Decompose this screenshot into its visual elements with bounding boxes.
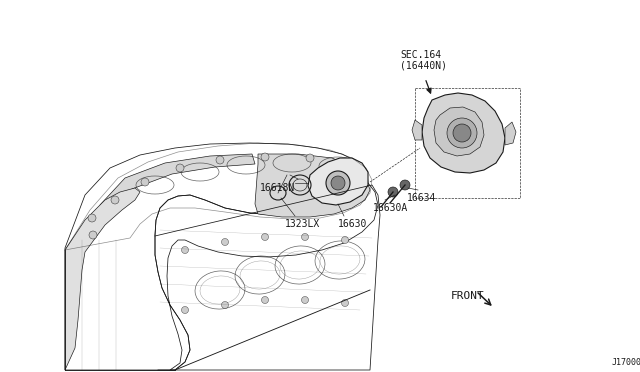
Circle shape [262, 296, 269, 304]
Circle shape [176, 164, 184, 172]
Circle shape [111, 196, 119, 204]
Text: 16634: 16634 [407, 193, 436, 203]
Text: 16630: 16630 [338, 219, 367, 229]
Polygon shape [412, 120, 422, 140]
Circle shape [344, 161, 352, 169]
Circle shape [447, 118, 477, 148]
Circle shape [342, 299, 349, 307]
Polygon shape [308, 158, 368, 205]
Polygon shape [100, 154, 255, 216]
Circle shape [453, 124, 471, 142]
Text: 16618N: 16618N [260, 183, 295, 193]
Polygon shape [65, 188, 140, 370]
Text: SEC.164: SEC.164 [400, 50, 441, 60]
Circle shape [306, 154, 314, 162]
Text: 16630A: 16630A [373, 203, 408, 213]
Text: 1323LX: 1323LX [285, 219, 320, 229]
Circle shape [400, 180, 410, 190]
Circle shape [141, 178, 149, 186]
Circle shape [262, 234, 269, 241]
Circle shape [182, 247, 189, 253]
Text: J170002M: J170002M [612, 358, 640, 367]
Polygon shape [422, 93, 505, 173]
Circle shape [261, 153, 269, 161]
Circle shape [388, 187, 398, 197]
Text: (16440N): (16440N) [400, 61, 447, 71]
Circle shape [326, 171, 350, 195]
Circle shape [301, 234, 308, 241]
Circle shape [221, 238, 228, 246]
Circle shape [342, 237, 349, 244]
Circle shape [89, 231, 97, 239]
Circle shape [221, 301, 228, 308]
Polygon shape [255, 154, 370, 217]
Polygon shape [505, 122, 516, 145]
Text: FRONT: FRONT [451, 291, 484, 301]
Polygon shape [434, 107, 484, 156]
Circle shape [182, 307, 189, 314]
Circle shape [331, 176, 345, 190]
Circle shape [301, 296, 308, 304]
Circle shape [88, 214, 96, 222]
Circle shape [216, 156, 224, 164]
Circle shape [346, 181, 354, 189]
Bar [415, 88, 520, 198]
